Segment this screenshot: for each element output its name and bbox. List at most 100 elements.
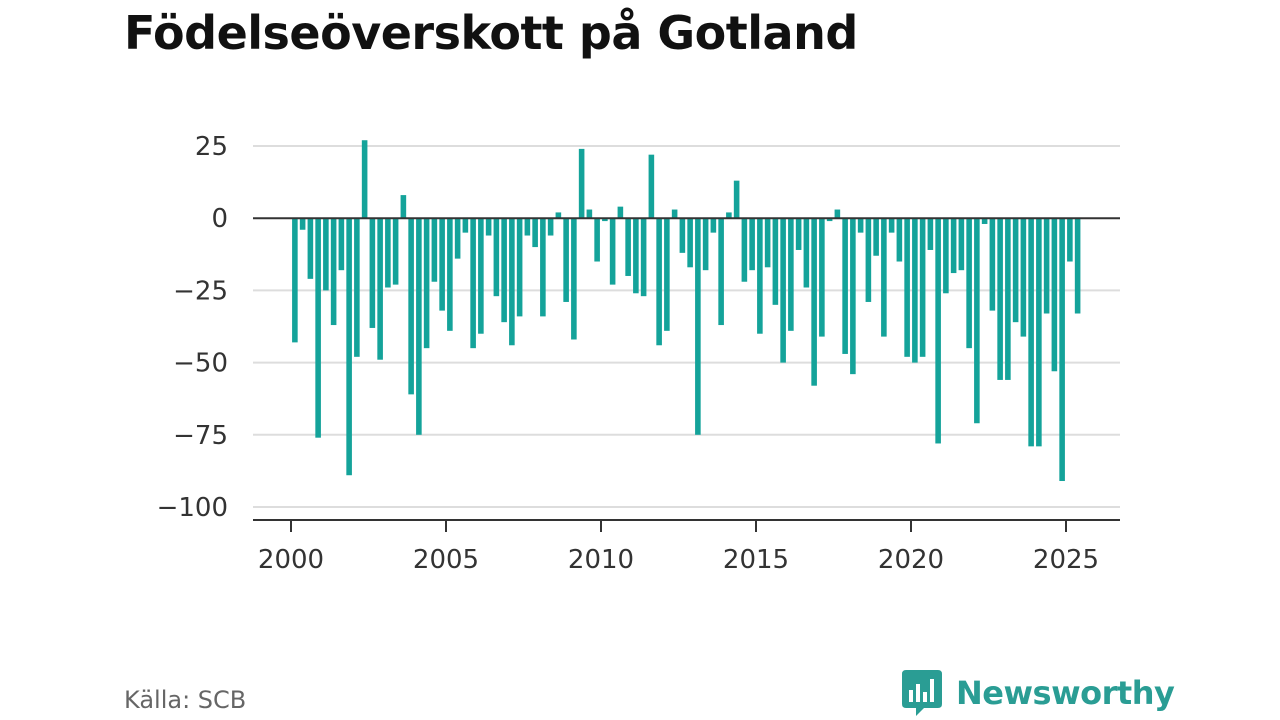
bar [1036,218,1042,447]
bar [540,218,546,317]
bar [997,218,1003,380]
bar [888,218,895,233]
bar [470,218,476,349]
bar [408,218,414,395]
x-tick-label: 2020 [878,545,944,575]
bar [718,218,724,326]
bar [850,218,856,375]
bar [385,218,391,288]
bars [292,140,1081,482]
bar [912,218,918,363]
bar [478,218,484,334]
bar [881,218,887,337]
bar [338,218,345,271]
bar [749,218,755,271]
bar [361,140,368,219]
bar [625,218,631,276]
bar [547,218,554,236]
bar [617,206,624,219]
bar [431,218,438,282]
bar [578,148,585,219]
bar [571,218,577,340]
bar [974,218,980,424]
bar [795,218,802,250]
bar [927,218,934,250]
bar [803,218,810,288]
bar [896,218,903,262]
bar-chart: 25 0 −25 −50 −75 −100 2000 2005 2010 2015 2020 202… [157,132,1120,575]
bar [679,218,686,253]
bar [439,218,445,311]
x-tick-label: 2010 [568,545,634,575]
bar [950,218,957,274]
x-axis-ticks: 2000 2005 2010 2015 2020 2025 [258,520,1099,575]
bar [935,218,941,444]
bar [695,218,701,435]
bar [292,218,298,343]
y-tick-label: 25 [195,132,228,162]
bar [842,218,848,354]
bar [857,218,864,233]
bar [330,218,337,326]
newsworthy-logo: Newsworthy [902,668,1175,718]
bar [788,218,794,331]
bar [958,218,965,271]
bar [563,218,569,302]
bar [640,218,647,297]
bar [509,218,515,346]
bar [1067,218,1073,262]
bar [834,209,841,219]
bar [594,218,600,262]
bar [400,195,407,219]
bar [702,218,709,271]
y-tick-label: −100 [157,493,228,523]
y-axis-ticks: 25 0 −25 −50 −75 −100 [157,132,228,523]
x-tick-label: 2025 [1033,545,1099,575]
bar [865,218,872,302]
brand-name: Newsworthy [956,674,1175,712]
bar [904,218,910,357]
bar [1043,218,1050,314]
bar [462,218,469,233]
bar [826,218,833,222]
bar [1074,218,1081,314]
gridlines [253,145,1120,508]
bar [493,218,500,297]
bar [416,218,422,435]
bar [323,218,329,291]
bar [1005,218,1011,380]
bar [555,212,562,219]
bar [1059,218,1065,482]
x-tick-label: 2000 [258,545,324,575]
bar [369,218,376,328]
bar [1051,218,1058,372]
y-tick-label: 0 [211,204,228,234]
bar [1020,218,1027,337]
bar [392,218,399,285]
bar [516,218,523,317]
bar [772,218,779,305]
bar [633,218,639,294]
bar [819,218,825,337]
bar [299,218,306,230]
bar [919,218,926,357]
bar [671,209,678,219]
x-tick-label: 2015 [723,545,789,575]
bar [966,218,972,349]
bar [733,180,740,219]
bar [741,218,748,282]
y-tick-label: −75 [173,421,228,451]
bar [656,218,662,346]
bar [609,218,616,285]
bar [315,218,321,438]
bar [757,218,763,334]
bar [873,218,879,256]
bar [710,218,717,233]
source-note: Källa: SCB [124,686,247,714]
bar [354,218,360,357]
bar [602,218,608,222]
bar [764,218,771,268]
bar [1012,218,1019,323]
chart-title: Födelseöverskott på Gotland [124,6,858,60]
bar [485,218,492,236]
